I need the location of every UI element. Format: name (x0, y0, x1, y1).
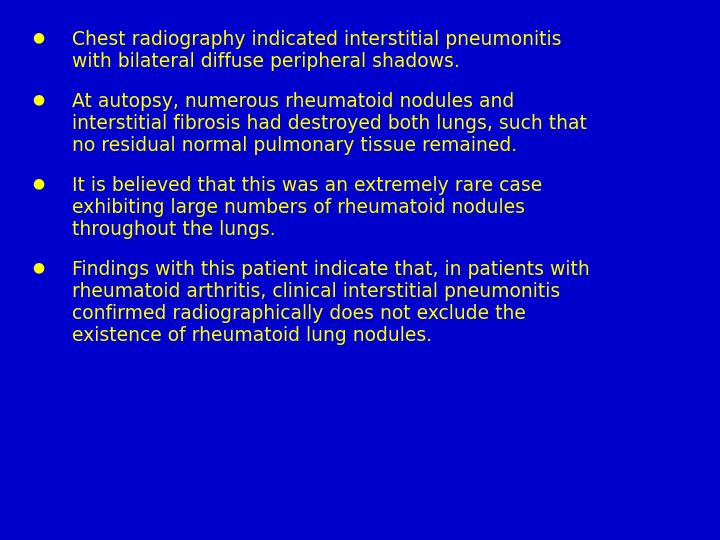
Text: throughout the lungs.: throughout the lungs. (72, 220, 276, 239)
Text: Chest radiography indicated interstitial pneumonitis: Chest radiography indicated interstitial… (72, 30, 562, 49)
Text: ●: ● (32, 176, 44, 190)
Text: with bilateral diffuse peripheral shadows.: with bilateral diffuse peripheral shadow… (72, 52, 460, 71)
Text: ●: ● (32, 92, 44, 106)
Text: interstitial fibrosis had destroyed both lungs, such that: interstitial fibrosis had destroyed both… (72, 114, 587, 133)
Text: ●: ● (32, 260, 44, 274)
Text: ●: ● (32, 30, 44, 44)
Text: confirmed radiographically does not exclude the: confirmed radiographically does not excl… (72, 304, 526, 323)
Text: It is believed that this was an extremely rare case: It is believed that this was an extremel… (72, 176, 542, 195)
Text: At autopsy, numerous rheumatoid nodules and: At autopsy, numerous rheumatoid nodules … (72, 92, 514, 111)
Text: no residual normal pulmonary tissue remained.: no residual normal pulmonary tissue rema… (72, 136, 517, 155)
Text: rheumatoid arthritis, clinical interstitial pneumonitis: rheumatoid arthritis, clinical interstit… (72, 282, 560, 301)
Text: existence of rheumatoid lung nodules.: existence of rheumatoid lung nodules. (72, 326, 432, 345)
Text: Findings with this patient indicate that, in patients with: Findings with this patient indicate that… (72, 260, 590, 279)
Text: exhibiting large numbers of rheumatoid nodules: exhibiting large numbers of rheumatoid n… (72, 198, 525, 217)
